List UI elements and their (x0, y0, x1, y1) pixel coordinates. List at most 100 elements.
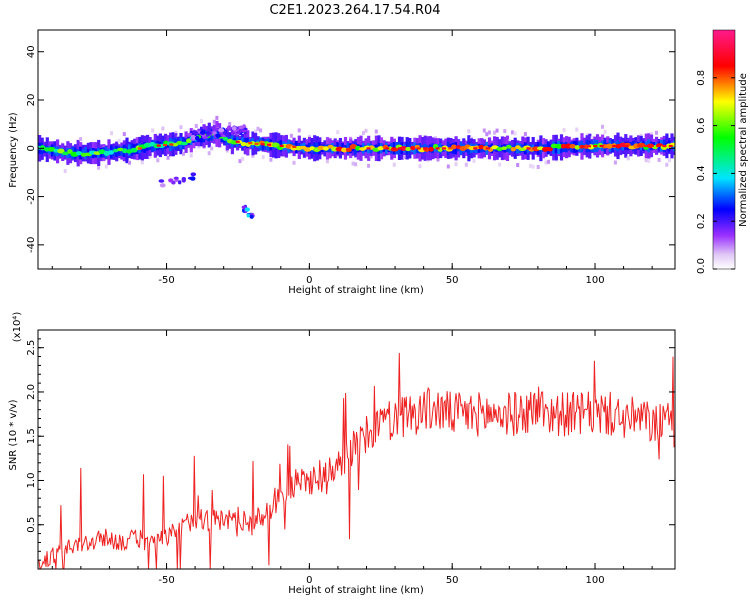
spectrogram-halo-cell (241, 156, 245, 161)
spectrogram-panel: -50 0 50 100 -40 -20 0 20 40 Height of straight… (8, 29, 676, 296)
spectrogram-peak-cell (222, 136, 229, 141)
spectrogram-peak-streak (156, 144, 161, 147)
spectrogram-peak-streak (423, 147, 428, 150)
spectrogram-peak-streak (485, 147, 490, 150)
spectrogram-peak-streak (248, 142, 253, 145)
spectrogram-halo-cell (657, 157, 661, 162)
colorbar-ticks: 0.0 0.2 0.4 0.6 0.8 (696, 70, 735, 274)
spectrogram-peak-streak (649, 144, 654, 148)
spectrogram-feature-cell (192, 130, 198, 136)
spectrogram-halo-cell (117, 138, 121, 143)
x-tick-label: -50 (158, 275, 174, 286)
spectrogram-feature-cell (190, 172, 197, 177)
spectrogram-halo-cell (261, 155, 265, 160)
spectrogram-halo-cell (351, 161, 355, 166)
spectrogram-peak-cell (240, 142, 247, 147)
spectrogram-halo-cell (151, 128, 155, 133)
spectrogram-peak-cell (62, 151, 69, 156)
spectrogram-peak-streak (637, 144, 642, 148)
y-tick-label: 2.5 (26, 340, 37, 356)
spectrogram-peak-cell (451, 144, 457, 150)
spectrogram-halo-cell (467, 129, 471, 134)
spectrogram-halo-cell (156, 158, 160, 163)
spectrogram-halo-cell (63, 169, 67, 174)
spectrogram-halo-cell (472, 158, 476, 163)
spectrogram-feature-cell (205, 131, 212, 135)
y-tick-label: 2.0 (26, 384, 37, 400)
spectrogram-peak-cell (505, 144, 512, 149)
spectrogram-peak-streak (416, 147, 421, 150)
spectrogram-halo-cell (513, 131, 517, 136)
spectrogram-halo-cell (655, 130, 658, 135)
spectrogram-halo-cell (207, 151, 211, 156)
spectrogram-peak-cell (574, 145, 581, 150)
spectrogram-halo-cell (495, 128, 499, 133)
y-tick-label: -20 (26, 188, 37, 204)
spectrogram-marks (38, 115, 675, 219)
spectrogram-peak-cell (122, 148, 128, 154)
spectrogram-peak-streak (254, 142, 259, 145)
spectrogram-peak-cell (75, 151, 83, 156)
spectrogram-feature-cell (181, 178, 186, 183)
spectrogram-halo-cell (544, 160, 548, 165)
spectrogram-halo-cell (336, 130, 340, 135)
spectrogram-peak-streak (169, 143, 174, 146)
y-tick-label: 0 (26, 145, 37, 151)
spectrogram-halo-cell (644, 158, 648, 163)
spectrogram-peak-streak (435, 147, 440, 150)
spectrogram-halo-cell (485, 132, 489, 137)
x-tick-label: 100 (585, 575, 604, 586)
spectrogram-peak-cell (569, 144, 576, 149)
spectrogram-peak-cell (322, 146, 329, 151)
y-tick-label: 1.0 (26, 473, 37, 489)
colorbar-gradient (712, 29, 736, 270)
spectrogram-feature-cell (177, 180, 182, 185)
snr-y-axis-label: SNR (10 * v/v) (8, 399, 19, 470)
spectrogram-halo-cell (639, 133, 643, 138)
spectrogram-feature-cell (226, 125, 232, 130)
spectrogram-peak-streak (624, 144, 629, 148)
spectrogram-halo-cell (122, 132, 126, 137)
spectrogram-halo-cell (613, 160, 617, 165)
spectrogram-peak-cell (57, 148, 65, 154)
spectrogram-peak-streak (599, 144, 604, 148)
spectrogram-peak-cell (180, 141, 188, 146)
spectrogram-peak-cell (67, 149, 73, 154)
spectrogram-halo-cell (523, 132, 527, 137)
spectrogram-halo-cell (364, 128, 368, 133)
spectrogram-halo-cell (256, 126, 260, 131)
spectrogram-feature-cell (199, 130, 206, 135)
spectrogram-halo-cell (238, 159, 242, 164)
spectrogram-halo-cell (104, 164, 108, 169)
spectrogram-core-cell (200, 130, 204, 143)
spectrogram-halo-cell (590, 136, 594, 141)
spectrogram-halo-cell (562, 127, 566, 132)
spectrogram-halo-cell (179, 125, 183, 130)
spectrogram-halo-cell (228, 122, 232, 126)
spectrogram-halo-cell (536, 165, 540, 169)
spectrogram-feature-cell (190, 134, 196, 139)
spectrogram-peak-streak (532, 147, 537, 150)
spectrogram-peak-streak (448, 147, 453, 150)
spectrogram-halo-cell (374, 129, 378, 134)
figure-title: C2E1.2023.264.17.54.R04 (269, 3, 440, 18)
y-tick-label: 0.5 (26, 517, 37, 533)
spectrogram-halo-cell (128, 160, 131, 165)
spectrogram-feature-cell (190, 176, 196, 181)
spectrogram-halo-cell (369, 154, 373, 159)
spectrogram-halo-cell (498, 162, 502, 167)
spectrogram-feature-cell (231, 126, 237, 131)
x-tick-label: 0 (306, 275, 312, 286)
spectrogram-halo-cell (436, 157, 440, 162)
spectrogram-halo-cell (454, 162, 458, 167)
spectrogram-peak-streak (441, 147, 446, 150)
spectrogram-peak-cell (510, 146, 517, 152)
spectrogram-halo-cell (110, 131, 113, 136)
spectrogram-peak-cell (130, 147, 138, 153)
spectrogram-peak-streak (662, 144, 667, 148)
spectrogram-halo-cell (575, 127, 579, 132)
colorbar-tick-label: 0.8 (696, 70, 707, 86)
spectrogram-halo-cell (516, 163, 520, 167)
spectrogram-halo-cell (647, 159, 651, 163)
